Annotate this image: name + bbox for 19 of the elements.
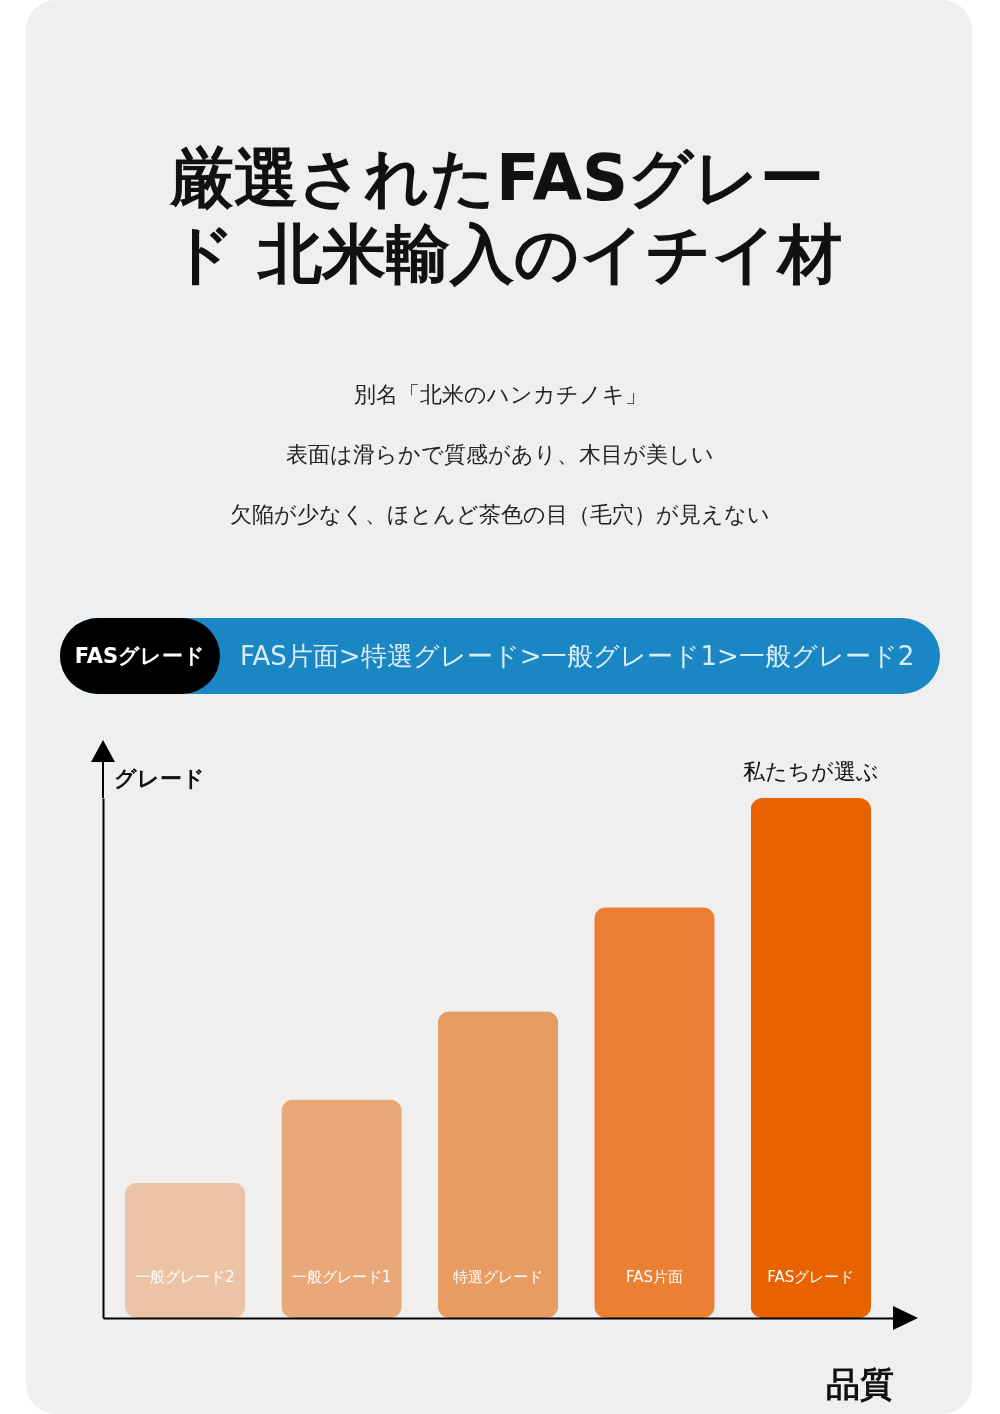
text: 欠陥が少なく、ほとんど茶色の目（毛穴）が見えない — [229, 501, 771, 529]
x-tick-label: 一般グレード1 — [291, 1267, 392, 1286]
annotation: 私たちが選ぶ — [742, 759, 879, 784]
bar — [281, 1099, 402, 1318]
text: FAS片面>特選グレード>一般グレード1>一般グレード2 — [240, 640, 915, 673]
x-tick-label: 特選グレード — [453, 1267, 543, 1286]
bar — [437, 1011, 559, 1318]
x-tick-label: FASグレード — [767, 1267, 855, 1286]
x-axis-title: 品質 — [825, 1363, 894, 1404]
chart-title: 厳選されたFASグレード 北米輸入のイチイ材 — [170, 140, 844, 292]
bar — [594, 907, 715, 1318]
text: FASグレード — [60, 618, 220, 694]
x-tick-label: FAS片面 — [625, 1267, 683, 1286]
x-tick-label: 一般グレード2 — [135, 1267, 235, 1286]
text: 表面は滑らかで質感があり、木目が美しい — [285, 441, 715, 469]
chart-subtitle: 別名「北米のハンカチノキ」 — [352, 381, 648, 409]
y-axis-title: グレード — [113, 765, 205, 791]
bar — [750, 798, 872, 1318]
bar — [124, 1182, 246, 1318]
